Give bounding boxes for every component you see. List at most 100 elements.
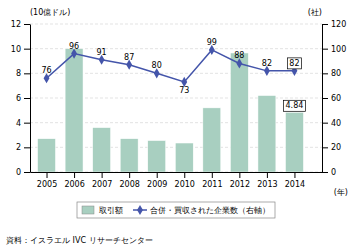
data-label: 4.84 — [286, 101, 304, 110]
tick-mark — [184, 172, 185, 178]
y-axis-title: (10億ドル) — [30, 8, 70, 17]
data-labels: 4.8476969187807399888282 — [41, 38, 305, 111]
tick-label: 0 — [331, 168, 336, 177]
tick-mark — [24, 73, 30, 74]
tick-label: 6 — [16, 94, 21, 103]
tick-mark — [239, 172, 240, 178]
tick: 6 — [16, 94, 30, 103]
tick-mark — [322, 24, 328, 25]
data-label: 87 — [124, 53, 134, 62]
bar — [230, 53, 248, 172]
marks — [38, 45, 304, 172]
tick-mark — [47, 172, 48, 178]
tick-label: 40 — [331, 119, 341, 128]
legend-label: 合併・買収された企業数（右軸） — [150, 206, 270, 215]
x-axis: 2005 2006 2007 2008 2009 2010 2011 2012 2013 2014 — [31, 172, 323, 189]
tick-label: 4 — [16, 119, 21, 128]
bar — [93, 128, 111, 172]
tick-mark — [102, 172, 103, 178]
tick-label: 80 — [331, 69, 341, 78]
tick: 2008 — [119, 172, 139, 189]
tick-label: 10 — [11, 45, 21, 54]
tick-mark — [129, 172, 130, 178]
bar — [286, 112, 304, 172]
tick-mark — [24, 98, 30, 99]
x-axis-title: (年) — [334, 188, 348, 197]
tick: 4 — [16, 119, 30, 128]
tick: 2005 — [37, 172, 57, 189]
y2-axis-title: (社) — [308, 8, 322, 17]
tick-mark — [24, 172, 30, 173]
data-label: 76 — [41, 66, 51, 75]
legend-swatch — [82, 206, 94, 214]
legend-item: 取引額 — [82, 206, 123, 215]
data-label: 82 — [262, 59, 272, 68]
tick: 2010 — [175, 172, 195, 189]
tick-label: 0 — [16, 168, 21, 177]
label-box — [284, 100, 306, 111]
tick: 2013 — [257, 172, 277, 189]
tick: 0 — [322, 168, 336, 177]
tick: 80 — [322, 69, 341, 78]
data-label: 73 — [179, 86, 189, 95]
tick: 2012 — [230, 172, 250, 189]
tick-label: 100 — [331, 45, 346, 54]
tick-mark — [322, 147, 328, 148]
tick-mark — [267, 172, 268, 178]
tick-label: 60 — [331, 94, 341, 103]
bar — [65, 49, 83, 172]
tick-mark — [322, 172, 328, 173]
tick-mark — [24, 147, 30, 148]
bar — [175, 143, 193, 172]
tick: 2007 — [92, 172, 112, 189]
data-label: 91 — [97, 48, 107, 57]
tick: 2 — [16, 143, 30, 152]
tick: 2006 — [64, 172, 84, 189]
tick: 100 — [322, 45, 346, 54]
tick: 2009 — [147, 172, 167, 189]
tick-mark — [24, 24, 30, 25]
legend: 取引額 合併・買収された企業数（右軸） — [77, 202, 275, 218]
tick-label: 2006 — [64, 180, 84, 189]
tick-label: 2005 — [37, 180, 57, 189]
tick-mark — [24, 123, 30, 124]
tick-label: 2011 — [202, 180, 222, 189]
tick: 2011 — [202, 172, 222, 189]
tick-label: 8 — [16, 69, 21, 78]
source: 資料：イスラエル IVC リサーチセンター — [6, 236, 153, 245]
bar — [203, 108, 221, 172]
legend-items: 取引額 合併・買収された企業数（右軸） — [82, 205, 270, 215]
tick: 10 — [11, 45, 30, 54]
data-label: 82 — [289, 59, 299, 68]
data-label: 96 — [69, 42, 79, 51]
line — [47, 50, 295, 82]
legend-label: 取引額 — [99, 206, 123, 215]
legend-item: 合併・買収された企業数（右軸） — [133, 205, 270, 215]
tick-mark — [322, 123, 328, 124]
label-box — [287, 58, 301, 69]
legend-marker — [137, 205, 143, 215]
tick-mark — [322, 98, 328, 99]
tick-label: 2013 — [257, 180, 277, 189]
tick-label: 2008 — [119, 180, 139, 189]
tick-mark — [212, 172, 213, 178]
bar — [148, 141, 166, 172]
legend-frame — [77, 202, 275, 218]
data-label: 80 — [152, 61, 162, 70]
tick-label: 2010 — [175, 180, 195, 189]
plot: 2005200620072008200920102011201220132014… — [11, 20, 346, 189]
chart: 2005200620072008200920102011201220132014… — [0, 0, 352, 248]
tick-label: 20 — [331, 143, 341, 152]
tick-label: 2007 — [92, 180, 112, 189]
tick-mark — [294, 172, 295, 178]
tick-mark — [24, 49, 30, 50]
axis-line — [30, 25, 31, 173]
bar — [38, 139, 56, 172]
tick-label: 2012 — [230, 180, 250, 189]
tick-label: 2014 — [285, 180, 305, 189]
tick: 12 — [11, 20, 30, 29]
bar — [120, 139, 138, 172]
tick: 40 — [322, 119, 341, 128]
tick-mark — [322, 49, 328, 50]
tick: 120 — [322, 20, 346, 29]
